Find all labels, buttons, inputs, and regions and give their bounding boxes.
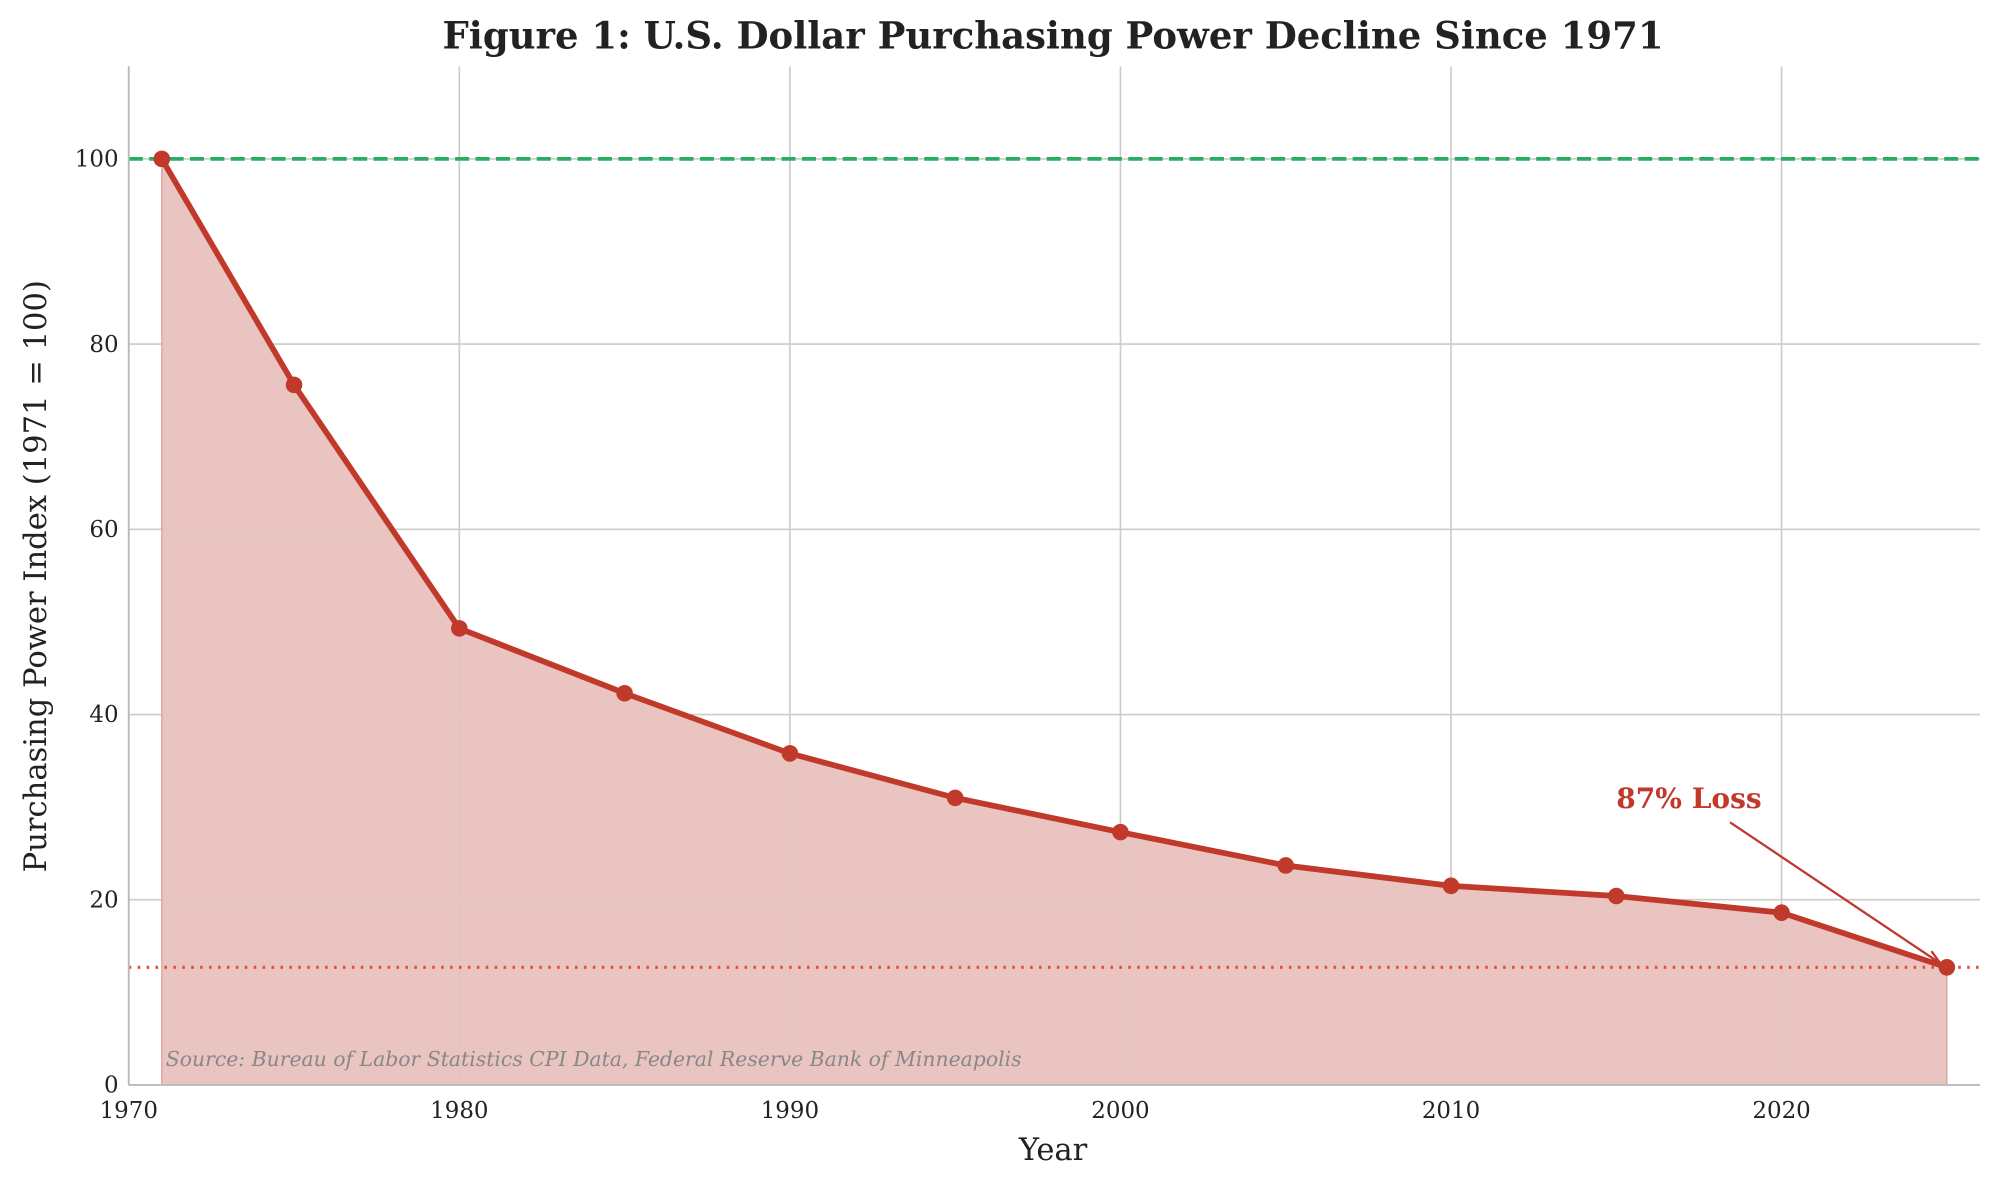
x-tick-label: 1990 [761,1098,819,1124]
data-point [616,684,633,702]
x-axis-label: Year [1018,1133,1088,1168]
x-tick-label: 2000 [1091,1098,1149,1124]
data-point [1608,887,1625,905]
area-fill [161,156,1948,1086]
data-point [285,376,303,394]
data-point [153,150,171,168]
data-point [781,745,799,762]
y-tick-label: 0 [104,1073,119,1099]
annotation-label: 87% Loss [1616,782,1761,815]
data-point [1442,877,1460,895]
x-tick-label: 1980 [430,1098,488,1124]
data-point [1773,904,1790,921]
x-tick-label: 2020 [1752,1098,1810,1124]
data-point [451,620,468,637]
x-tick-label: 2010 [1422,1098,1480,1124]
y-tick-label: 100 [75,147,119,173]
y-tick-label: 40 [89,702,118,728]
source-note: Source: Bureau of Labor Statistics CPI D… [166,1047,1022,1071]
y-tick-label: 20 [89,887,118,913]
data-point [1277,857,1295,874]
chart-title: Figure 1: U.S. Dollar Purchasing Power D… [443,13,1664,57]
data-point [1112,823,1129,841]
data-point [1938,959,1956,976]
y-axis-label: Purchasing Power Index (1971 = 100) [19,280,54,872]
data-point [946,789,964,807]
y-tick-label: 60 [89,517,118,543]
y-tick-label: 80 [89,332,118,358]
annotation-arrow [1729,821,1944,966]
x-tick-label: 1970 [100,1098,158,1124]
series-line [159,157,1948,971]
